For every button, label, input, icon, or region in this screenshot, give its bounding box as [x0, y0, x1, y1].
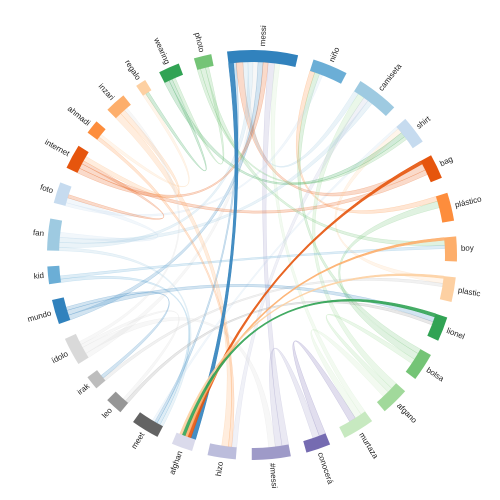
group-label: bag	[438, 154, 454, 168]
group-arc	[171, 432, 196, 452]
ribbon	[325, 314, 415, 393]
ribbon	[262, 62, 289, 446]
group-arc	[309, 59, 347, 84]
group-label: internet	[43, 138, 71, 159]
ribbon	[338, 200, 440, 360]
group-arc	[87, 121, 106, 140]
group-arc	[444, 236, 457, 262]
group-label: fan	[33, 228, 45, 238]
ribbon	[310, 329, 389, 419]
group-label: meet	[129, 430, 146, 451]
group-arc	[136, 80, 152, 96]
ribbon	[231, 97, 369, 448]
group-label: kid	[33, 271, 44, 281]
group-label: niño	[327, 46, 341, 64]
group-label: lionel	[445, 326, 466, 341]
group-arc	[376, 383, 406, 412]
group-arc	[51, 297, 71, 324]
group-arc	[47, 218, 63, 251]
group-label: afghan	[168, 450, 185, 476]
group-arc	[439, 276, 456, 303]
group-arc	[107, 391, 129, 413]
group-label: leo	[100, 406, 114, 420]
group-arc	[66, 145, 89, 173]
group-label: photo	[193, 32, 207, 54]
group-label: bolsa	[425, 365, 446, 383]
ribbon	[77, 62, 269, 198]
ribbons	[58, 61, 446, 448]
group-label: wearing	[152, 35, 172, 65]
ribbon	[102, 277, 444, 381]
ribbon	[58, 247, 192, 427]
group-arc	[396, 118, 423, 149]
group-label: ahmadi	[66, 104, 92, 128]
group-arc	[435, 192, 455, 223]
group-arc	[303, 433, 331, 453]
group-label: foto	[39, 183, 55, 196]
group-label: shirt	[415, 114, 433, 131]
ribbon	[115, 113, 233, 447]
ribbon	[68, 61, 264, 321]
ribbon	[152, 126, 399, 423]
group-label: irak	[76, 381, 92, 397]
group-label: ídolo	[50, 349, 70, 365]
group-arc	[47, 265, 61, 285]
ribbon	[270, 63, 366, 415]
group-label: #messi	[268, 463, 279, 489]
ribbon	[292, 340, 356, 437]
group-arc	[207, 443, 237, 460]
group-arc	[251, 444, 291, 460]
group-arc	[53, 182, 72, 206]
group-arc	[354, 81, 395, 117]
group-arc	[427, 313, 448, 341]
ribbon	[154, 62, 239, 424]
group-label: messi	[258, 25, 268, 47]
group-label: afgano	[395, 401, 419, 425]
group-arc	[227, 50, 299, 67]
group-label: murtaza	[357, 431, 380, 461]
group-label: boy	[461, 244, 474, 253]
ribbon	[60, 275, 191, 426]
ribbon	[125, 300, 434, 404]
group-arc	[159, 63, 184, 83]
group-label: regalo	[123, 58, 143, 82]
group-arc	[133, 412, 163, 437]
group-label: inzari	[97, 82, 117, 102]
group-label: plastic	[457, 286, 481, 299]
ribbon	[98, 93, 190, 188]
group-label: camiseta	[377, 61, 404, 92]
group-label: mundo	[26, 308, 53, 324]
group-arc	[193, 54, 214, 70]
group-arc	[420, 155, 442, 183]
group-arc	[64, 333, 89, 365]
ribbon	[179, 273, 445, 436]
ribbon	[59, 197, 159, 242]
group-label: plástico	[454, 194, 483, 209]
group-arc	[405, 349, 431, 379]
group-arc	[339, 411, 373, 438]
group-arc	[107, 95, 131, 119]
ribbon	[85, 61, 259, 358]
group-label: hizo	[214, 460, 225, 476]
group-arc	[87, 370, 106, 389]
group-label: conocerá	[316, 451, 335, 486]
